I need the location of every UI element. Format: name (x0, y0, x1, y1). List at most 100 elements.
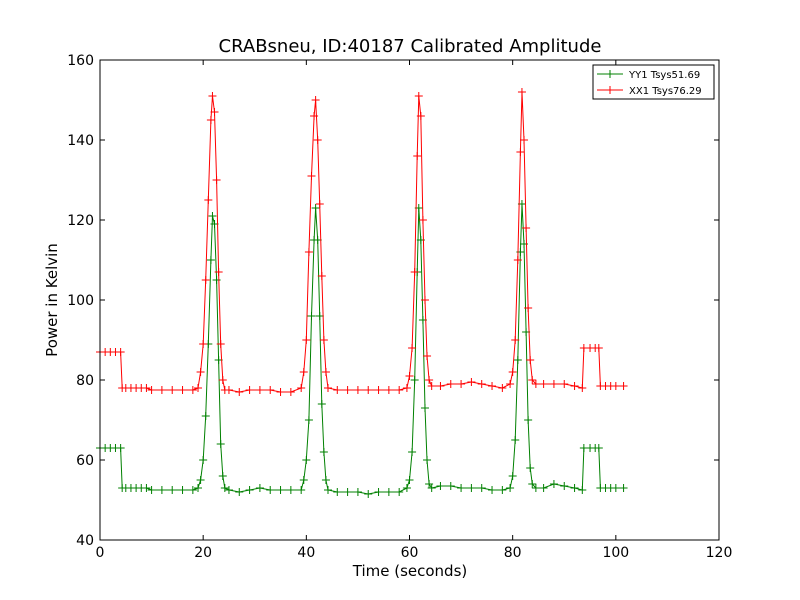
data-point (414, 92, 423, 100)
data-point (578, 486, 587, 494)
data-point (353, 488, 362, 496)
y-tick-label: 120 (67, 213, 94, 229)
data-point (157, 386, 166, 394)
data-point (214, 268, 223, 276)
data-point (413, 152, 422, 160)
legend: YY1 Tsys51.69 XX1 Tsys76.29 (592, 64, 715, 100)
data-point (528, 480, 537, 488)
y-tick-label: 80 (76, 373, 94, 389)
data-point (321, 368, 330, 376)
x-tick-label: 60 (401, 545, 419, 561)
data-point (208, 212, 217, 220)
data-point (212, 176, 221, 184)
data-point (255, 484, 264, 492)
data-point (570, 484, 579, 492)
data-point (266, 386, 275, 394)
data-point (315, 200, 324, 208)
data-point (524, 304, 533, 312)
data-point (436, 482, 445, 490)
data-point (418, 216, 427, 224)
data-point (446, 380, 455, 388)
data-point (276, 486, 285, 494)
x-tick-label: 80 (504, 545, 522, 561)
data-point (423, 352, 432, 360)
data-point (245, 386, 254, 394)
y-axis-label: Power in Kelvin (43, 243, 61, 357)
data-point (315, 312, 324, 320)
data-point (405, 372, 414, 380)
data-point (488, 382, 497, 390)
legend-label: YY1 Tsys51.69 (628, 70, 700, 81)
data-point (142, 484, 151, 492)
data-point (299, 476, 308, 484)
data-point (168, 386, 177, 394)
data-point (353, 386, 362, 394)
data-point (516, 148, 525, 156)
data-point (488, 486, 497, 494)
data-point (224, 486, 233, 494)
data-point (307, 312, 316, 320)
plot-area (96, 88, 628, 498)
data-point (408, 344, 417, 352)
data-point (116, 444, 125, 452)
legend-marker (606, 86, 614, 94)
data-point (168, 486, 177, 494)
data-point (508, 368, 517, 376)
data-point (276, 388, 285, 396)
data-point (364, 386, 373, 394)
data-point (319, 336, 328, 344)
data-point (310, 112, 319, 120)
data-point (560, 380, 569, 388)
x-tick-label: 40 (297, 545, 315, 561)
data-point (528, 376, 537, 384)
data-point (302, 336, 311, 344)
data-point (395, 386, 404, 394)
legend-box (592, 64, 715, 100)
data-point (611, 484, 620, 492)
data-point (446, 482, 455, 490)
data-point (549, 380, 558, 388)
data-point (218, 376, 227, 384)
data-point (178, 486, 187, 494)
data-point (522, 224, 531, 232)
data-point (457, 484, 466, 492)
data-point (467, 378, 476, 386)
data-point (157, 486, 166, 494)
x-axis-label: Time (seconds) (352, 562, 468, 580)
data-point (286, 486, 295, 494)
data-point (520, 136, 529, 144)
data-point (307, 172, 316, 180)
chart-title: CRABsneu, ID:40187 Calibrated Amplitude (219, 36, 602, 57)
data-point (611, 382, 620, 390)
data-point (539, 380, 548, 388)
data-point (425, 376, 434, 384)
data-point (266, 486, 275, 494)
data-point (619, 382, 628, 390)
data-point (321, 476, 330, 484)
data-point (201, 276, 210, 284)
data-point (374, 386, 383, 394)
data-point (216, 340, 225, 348)
data-point (178, 386, 187, 394)
data-point (235, 488, 244, 496)
data-point (436, 382, 445, 390)
data-point (477, 380, 486, 388)
data-point (147, 486, 156, 494)
data-point (116, 348, 125, 356)
data-point (302, 456, 311, 464)
data-point (498, 384, 507, 392)
data-point (206, 116, 215, 124)
legend-marker (606, 70, 614, 78)
data-point (506, 484, 515, 492)
data-point (457, 380, 466, 388)
data-point (224, 386, 233, 394)
data-point (405, 476, 414, 484)
legend-item: YY1 Tsys51.69 (597, 70, 700, 81)
data-point (364, 490, 373, 498)
data-point (467, 484, 476, 492)
data-point (235, 388, 244, 396)
data-point (420, 296, 429, 304)
data-point (188, 486, 197, 494)
data-point (204, 196, 213, 204)
